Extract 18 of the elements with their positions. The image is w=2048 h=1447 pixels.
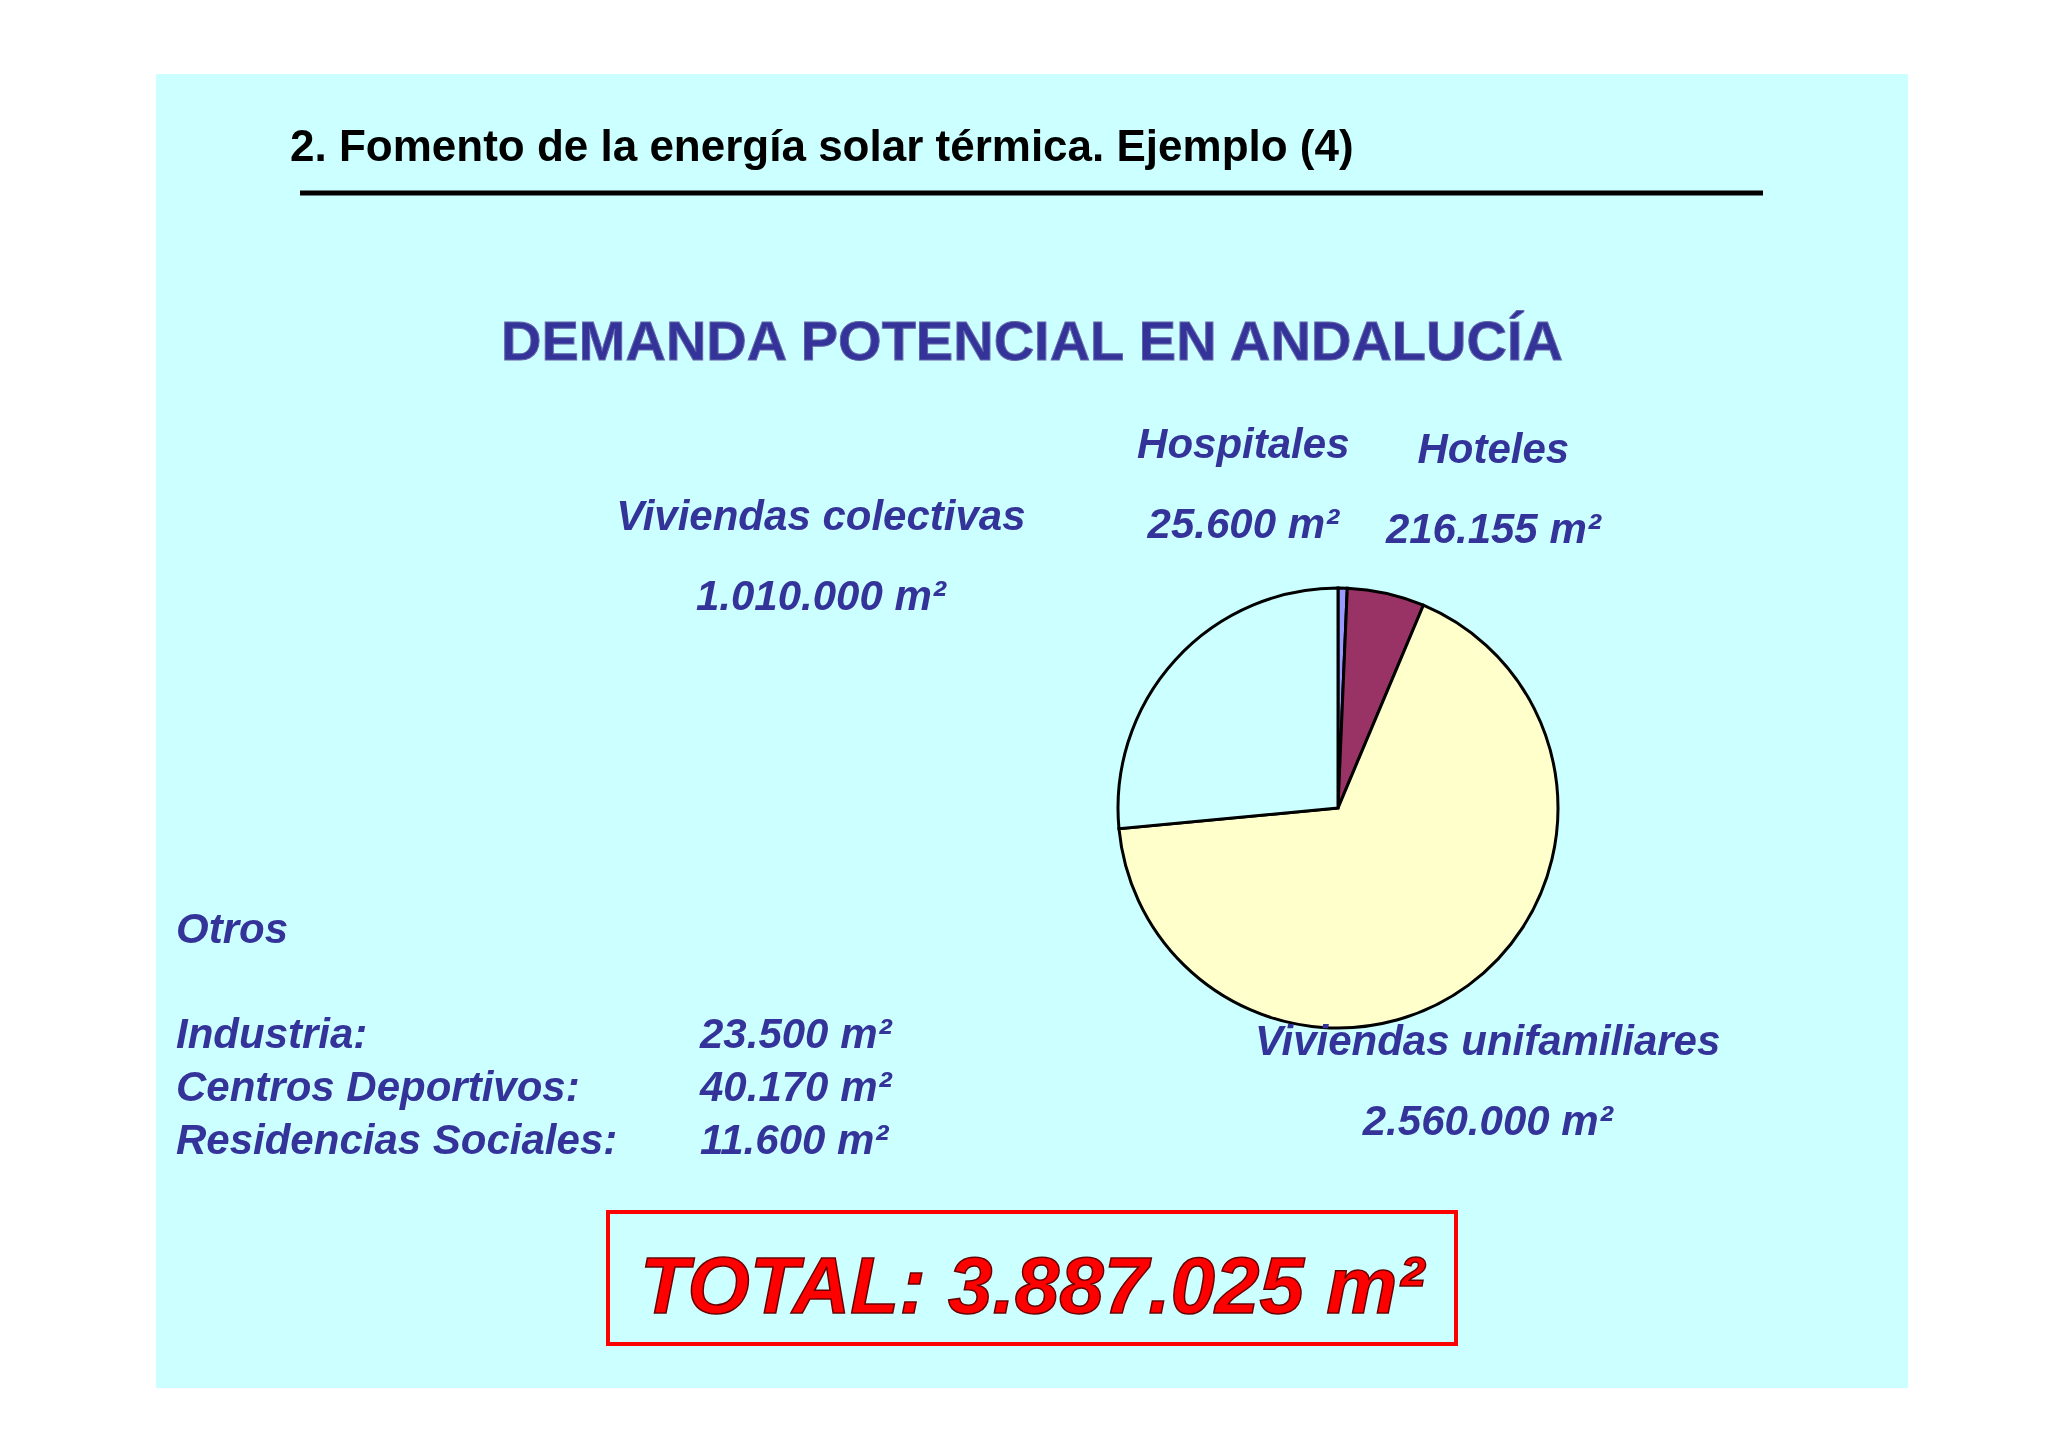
text: 23.500 m² <box>699 1010 893 1057</box>
text: 40.170 m² <box>699 1063 893 1110</box>
text: Centros Deportivos: <box>176 1063 580 1110</box>
text: Industria: <box>176 1010 368 1057</box>
slice-label: Viviendas colectivas <box>616 491 1026 539</box>
slice-label: Hospitales <box>1137 420 1350 468</box>
slice-label: Hoteles <box>1417 425 1570 473</box>
data-label: 2.560.000 m² <box>1361 1097 1614 1145</box>
data-label: 1.010.000 m² <box>695 571 947 619</box>
text: 11.600 m² <box>700 1116 890 1163</box>
data-label: 216.155 m² <box>1384 505 1602 553</box>
text: TOTAL: 3.887.025 m² <box>640 1241 1427 1330</box>
slice-label: Viviendas unifamiliares <box>1255 1017 1721 1065</box>
data-label: 25.600 m² <box>1146 500 1341 548</box>
chart-subtitle: DEMANDA POTENCIAL EN ANDALUCÍA <box>501 309 1563 372</box>
chart-title: 2. Fomento de la energía solar térmica. Ejemplo (4) <box>290 121 1354 170</box>
text: Residencias Sociales: <box>176 1116 618 1163</box>
text: Otros <box>176 905 289 952</box>
